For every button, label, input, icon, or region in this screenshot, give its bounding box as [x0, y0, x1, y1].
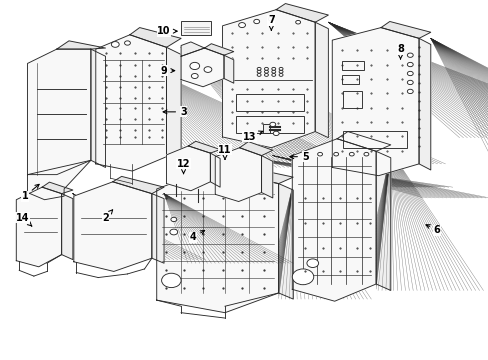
- Circle shape: [348, 152, 353, 156]
- Circle shape: [170, 217, 176, 222]
- Polygon shape: [157, 169, 278, 313]
- Polygon shape: [204, 44, 233, 55]
- Circle shape: [317, 152, 322, 156]
- Circle shape: [253, 19, 259, 24]
- Polygon shape: [130, 28, 181, 47]
- Polygon shape: [261, 156, 272, 198]
- Circle shape: [264, 73, 268, 76]
- Text: 1: 1: [21, 184, 39, 201]
- Circle shape: [303, 152, 307, 156]
- Polygon shape: [278, 184, 293, 299]
- Circle shape: [124, 41, 130, 45]
- Polygon shape: [292, 139, 375, 301]
- Polygon shape: [166, 47, 181, 164]
- Polygon shape: [210, 162, 293, 184]
- Polygon shape: [380, 22, 430, 39]
- Circle shape: [203, 67, 211, 72]
- Circle shape: [279, 70, 283, 73]
- Circle shape: [257, 70, 261, 73]
- Circle shape: [306, 259, 318, 267]
- Text: 2: 2: [102, 210, 112, 222]
- Polygon shape: [336, 132, 390, 151]
- Polygon shape: [91, 49, 105, 167]
- Polygon shape: [113, 176, 163, 194]
- Bar: [341, 75, 358, 84]
- Polygon shape: [42, 182, 73, 194]
- Text: 14: 14: [16, 213, 32, 226]
- Polygon shape: [210, 153, 220, 187]
- Circle shape: [161, 273, 181, 288]
- Text: 13: 13: [242, 131, 262, 142]
- Text: 7: 7: [267, 15, 274, 30]
- Circle shape: [264, 67, 268, 70]
- Polygon shape: [152, 194, 163, 263]
- Polygon shape: [418, 39, 430, 170]
- Polygon shape: [181, 48, 224, 87]
- Polygon shape: [276, 4, 328, 22]
- Text: 12: 12: [177, 159, 190, 174]
- Circle shape: [273, 131, 279, 135]
- Text: 8: 8: [396, 44, 403, 59]
- Circle shape: [407, 53, 412, 57]
- Circle shape: [279, 73, 283, 76]
- Circle shape: [295, 21, 300, 24]
- Polygon shape: [315, 22, 328, 138]
- Circle shape: [189, 62, 199, 69]
- Circle shape: [407, 89, 412, 94]
- Circle shape: [279, 67, 283, 70]
- Text: 6: 6: [425, 225, 440, 235]
- Bar: [263, 124, 270, 133]
- Polygon shape: [27, 160, 91, 200]
- Polygon shape: [96, 35, 166, 171]
- Circle shape: [257, 67, 261, 70]
- Circle shape: [271, 73, 275, 76]
- Circle shape: [111, 41, 119, 47]
- Text: 3: 3: [163, 107, 186, 117]
- Bar: [236, 94, 304, 111]
- Circle shape: [169, 229, 177, 235]
- Circle shape: [407, 80, 412, 85]
- Polygon shape: [16, 187, 61, 267]
- Polygon shape: [375, 151, 390, 291]
- Circle shape: [363, 152, 368, 156]
- Text: 4: 4: [189, 230, 204, 242]
- Circle shape: [407, 71, 412, 76]
- Polygon shape: [331, 28, 418, 176]
- Circle shape: [407, 62, 412, 67]
- Polygon shape: [222, 10, 315, 148]
- Circle shape: [333, 152, 338, 156]
- Circle shape: [271, 70, 275, 73]
- Circle shape: [238, 23, 245, 28]
- Polygon shape: [215, 148, 261, 202]
- Text: 11: 11: [218, 144, 231, 159]
- Text: 5: 5: [289, 152, 308, 162]
- Circle shape: [264, 70, 268, 73]
- Bar: [341, 60, 363, 69]
- Polygon shape: [74, 182, 152, 271]
- Polygon shape: [239, 141, 272, 156]
- Polygon shape: [57, 41, 105, 49]
- Polygon shape: [181, 42, 204, 56]
- Circle shape: [268, 17, 274, 21]
- Circle shape: [271, 67, 275, 70]
- Text: 10: 10: [157, 26, 177, 36]
- Polygon shape: [27, 49, 91, 175]
- Circle shape: [269, 122, 275, 127]
- Polygon shape: [188, 141, 220, 153]
- Circle shape: [292, 269, 313, 285]
- Bar: [343, 131, 406, 148]
- Polygon shape: [224, 55, 233, 83]
- Circle shape: [257, 73, 261, 76]
- Polygon shape: [61, 194, 73, 260]
- Polygon shape: [166, 146, 210, 191]
- Bar: [236, 116, 304, 134]
- Bar: [343, 91, 361, 108]
- Text: 9: 9: [161, 66, 174, 76]
- Circle shape: [191, 73, 198, 78]
- Bar: [181, 21, 211, 35]
